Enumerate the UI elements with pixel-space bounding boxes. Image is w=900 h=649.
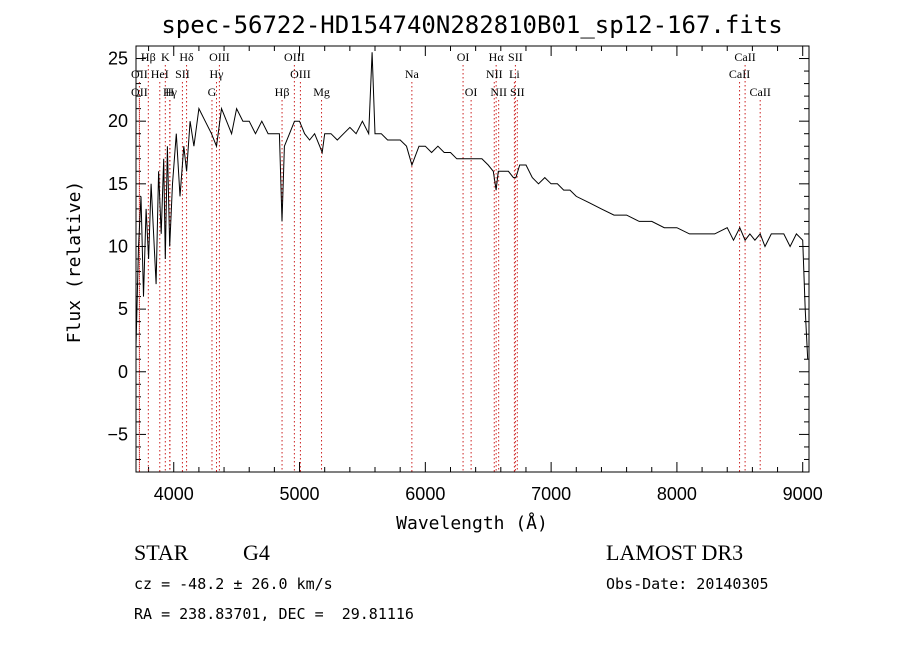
object-class: STAR (134, 540, 189, 565)
line-marker-label: Hγ (163, 85, 178, 99)
y-tick-label: 15 (108, 174, 128, 194)
line-marker-label: Hδ (179, 50, 194, 64)
y-axis-ticks: −5 0 5 10 15 20 25 (107, 49, 809, 444)
coordinates: RA = 238.83701, DEC = 29.81116 (134, 605, 414, 623)
y-tick-label: 10 (108, 236, 128, 256)
line-marker-label: OIII (209, 50, 230, 64)
line-marker-label: CaII (729, 67, 750, 81)
x-tick-label: 4000 (154, 484, 194, 504)
y-tick-label: 20 (108, 111, 128, 131)
line-marker-label: OII (131, 67, 148, 81)
spectrum-line (135, 52, 809, 360)
line-marker-label: Hβ (275, 85, 290, 99)
x-axis-title: Wavelength (Å) (396, 512, 548, 534)
line-marker-label: NII (490, 85, 507, 99)
chart-title: spec-56722-HD154740N282810B01_sp12-167.f… (161, 11, 782, 39)
line-marker-label: OIII (284, 50, 305, 64)
y-tick-label: 5 (118, 299, 128, 319)
line-marker-label: OII (131, 85, 148, 99)
x-tick-label: 6000 (405, 484, 445, 504)
x-tick-label: 5000 (280, 484, 320, 504)
redshift-cz: cz = -48.2 ± 26.0 km/s (134, 575, 333, 593)
line-marker-label: SII (510, 85, 525, 99)
observation-date: Obs-Date: 20140305 (606, 575, 769, 593)
object-subclass: G4 (243, 540, 270, 565)
line-marker-label: CaII (750, 85, 771, 99)
line-marker-label: Li (509, 67, 520, 81)
y-tick-label: 0 (118, 362, 128, 382)
line-marker-label: Hγ (210, 67, 225, 81)
line-marker-label: NII (486, 67, 503, 81)
line-marker-label: K (161, 50, 170, 64)
line-marker-label: Mg (313, 85, 330, 99)
y-tick-label: −5 (107, 424, 128, 444)
line-marker-label: CaII (734, 50, 755, 64)
x-axis-ticks: 4000 5000 6000 7000 8000 9000 (154, 46, 823, 504)
x-tick-label: 9000 (783, 484, 823, 504)
line-marker-label: OI (465, 85, 478, 99)
line-marker-label: Hβ (141, 50, 156, 64)
line-marker-label: H (165, 85, 174, 99)
minor-ticks (136, 45, 809, 472)
x-tick-label: 8000 (657, 484, 697, 504)
line-marker-label: HeI (151, 67, 169, 81)
x-tick-label: 7000 (531, 484, 571, 504)
line-marker-label: OI (457, 50, 470, 64)
line-marker-label: Hα (489, 50, 505, 64)
y-axis-title: Flux (relative) (64, 181, 85, 344)
survey-name: LAMOST DR3 (606, 540, 743, 565)
line-marker-label: SII (175, 67, 190, 81)
line-marker-label: SII (508, 50, 523, 64)
line-marker-label: G (208, 85, 217, 99)
line-marker-label: Na (405, 67, 420, 81)
line-marker-label: OIII (290, 67, 311, 81)
y-tick-label: 25 (108, 49, 128, 69)
